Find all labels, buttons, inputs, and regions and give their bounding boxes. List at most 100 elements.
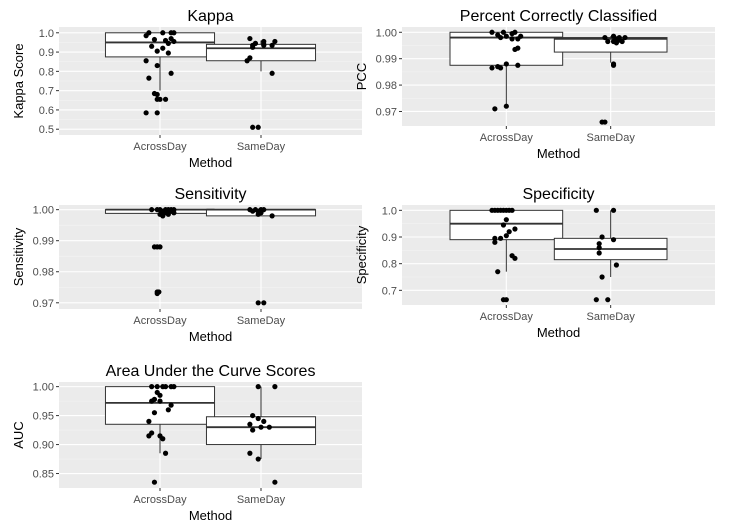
data-point (596, 250, 602, 256)
data-point (509, 36, 515, 42)
data-point (500, 29, 507, 35)
box-body (205, 416, 317, 446)
data-point (602, 34, 608, 41)
data-point (593, 297, 599, 303)
data-point (165, 211, 171, 217)
data-point (503, 61, 509, 67)
data-point (512, 46, 518, 53)
x-tick-label: SameDay (237, 494, 286, 506)
data-point (160, 436, 166, 442)
points-AcrossDay (489, 29, 524, 112)
data-point (619, 38, 625, 45)
data-point (497, 65, 504, 71)
data-point (512, 226, 518, 232)
y-tick-label: 1.00 (33, 382, 54, 394)
y-tick-label: 0.7 (382, 285, 397, 297)
data-point (165, 50, 171, 56)
data-point (492, 239, 498, 245)
data-point (171, 210, 177, 216)
x-tick-label: SameDay (587, 132, 636, 144)
auc-chart: 0.85 0.90 0.95 1.00 AcrossDay SameDay Area U… (11, 363, 362, 523)
data-point (255, 415, 261, 422)
points-SameDay (247, 384, 278, 485)
data-point (602, 119, 608, 125)
y-tick-label: 0.97 (33, 298, 54, 310)
data-point (149, 398, 155, 404)
data-point (272, 479, 278, 485)
data-point (154, 48, 160, 54)
data-point (250, 208, 256, 214)
auc-chart-title: Area Under the Curve Scores (106, 363, 316, 380)
data-point (272, 384, 278, 390)
points-SameDay (247, 207, 275, 306)
data-point (495, 269, 501, 275)
data-point (605, 38, 611, 45)
y-tick-label: 0.9 (382, 232, 397, 244)
data-point (160, 45, 166, 51)
data-point (500, 297, 507, 303)
y-tick-label: 1.0 (39, 28, 54, 40)
data-point (255, 124, 261, 130)
data-point (171, 38, 177, 45)
y-tick-label: 0.90 (33, 440, 54, 452)
data-point (497, 34, 504, 41)
x-tick-label: SameDay (237, 141, 286, 153)
x-tick-label: AcrossDay (480, 311, 534, 323)
data-point (593, 207, 599, 213)
data-point (610, 237, 617, 243)
pcc-chart-title: Percent Correctly Classified (460, 8, 657, 25)
data-point (610, 207, 617, 213)
y-tick-label: 0.98 (33, 267, 54, 279)
data-point (596, 245, 602, 251)
data-point (162, 450, 169, 456)
box-AcrossDay (104, 386, 216, 454)
kappa-y-axis-label: Kappa Score (11, 43, 26, 118)
y-tick-label: 0.99 (376, 54, 397, 66)
data-point (154, 389, 160, 396)
box-SameDay (553, 210, 668, 277)
data-point (506, 207, 512, 213)
data-point (154, 207, 160, 213)
data-point (497, 235, 504, 241)
data-point (269, 213, 275, 219)
data-point (512, 255, 518, 261)
data-point (255, 300, 261, 306)
data-point (261, 42, 267, 48)
data-point (157, 398, 163, 404)
data-point (151, 479, 158, 485)
data-point (154, 62, 160, 69)
sensitivity-chart-title: Sensitivity (174, 186, 246, 203)
points-AcrossDay (146, 384, 177, 485)
data-point (492, 106, 498, 112)
data-point (605, 297, 611, 303)
data-point (168, 402, 174, 408)
data-point (610, 62, 617, 68)
data-point (515, 62, 521, 68)
data-point (622, 34, 628, 41)
data-point (599, 234, 605, 240)
data-point (143, 58, 149, 64)
data-point (149, 207, 155, 213)
x-tick-label: AcrossDay (480, 132, 534, 144)
points-SameDay (599, 33, 628, 125)
data-point (250, 44, 256, 50)
data-point (258, 424, 264, 430)
data-point (244, 58, 250, 64)
data-point (171, 30, 177, 36)
x-tick-label: AcrossDay (133, 141, 187, 153)
data-point (613, 40, 620, 46)
data-point (250, 412, 256, 419)
sensitivity-x-axis-label: Method (189, 329, 232, 344)
y-tick-label: 1.00 (376, 27, 397, 39)
y-tick-label: 0.8 (382, 259, 397, 271)
data-point (503, 217, 509, 223)
y-tick-label: 0.98 (376, 80, 397, 92)
data-point (492, 207, 498, 213)
y-tick-label: 1.00 (33, 205, 54, 217)
data-point (146, 75, 152, 81)
x-tick-label: SameDay (587, 311, 636, 323)
data-point (146, 418, 152, 424)
data-point (165, 407, 171, 413)
data-point (156, 289, 162, 295)
